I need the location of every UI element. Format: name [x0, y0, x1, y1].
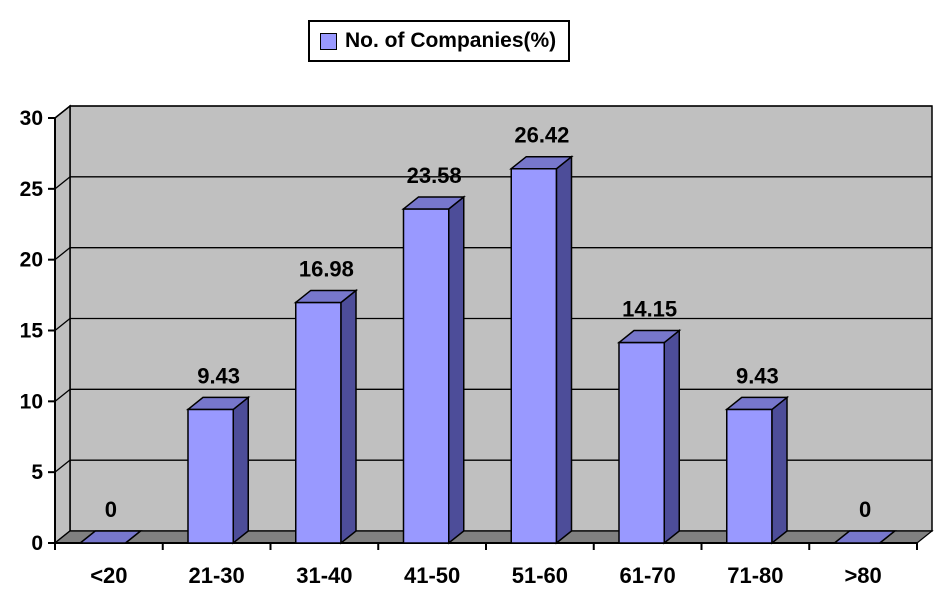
- data-label: 26.42: [514, 123, 569, 148]
- y-tick-label: 30: [20, 107, 43, 130]
- bar-side: [232, 395, 250, 545]
- bar-side: [771, 395, 788, 545]
- bar-side: [555, 155, 573, 545]
- legend-swatch: [320, 32, 337, 50]
- y-tick-label: 15: [20, 320, 44, 343]
- data-label: 23.58: [407, 163, 462, 188]
- bar-top: [509, 155, 574, 170]
- bar-top: [293, 289, 359, 304]
- x-tick-label: <20: [90, 563, 127, 588]
- legend: No. of Companies(%): [308, 20, 571, 62]
- y-tick-label: 5: [31, 461, 43, 484]
- gridline-side: [54, 105, 71, 119]
- x-tick-label: 41-50: [404, 563, 460, 588]
- legend-label: No. of Companies(%): [345, 29, 557, 52]
- data-label: 0: [105, 497, 117, 522]
- data-label: 14.15: [622, 297, 677, 322]
- bar-top: [401, 196, 466, 210]
- x-tick-label: >80: [844, 563, 881, 588]
- floor: [53, 530, 934, 544]
- gridline-side: [54, 247, 71, 261]
- bar-top: [185, 396, 251, 411]
- y-tick-label: 25: [20, 178, 44, 201]
- bar: [294, 301, 342, 544]
- y-tick-label: 0: [31, 532, 43, 555]
- x-tick-label: 71-80: [727, 563, 783, 588]
- bar: [187, 408, 235, 544]
- bar: [402, 208, 450, 544]
- bar-top: [78, 530, 143, 544]
- bar-top: [724, 396, 790, 411]
- bar-top: [616, 329, 682, 344]
- data-label: 16.98: [299, 256, 354, 281]
- bar-side: [340, 288, 357, 545]
- bar: [618, 341, 666, 544]
- bar-side: [448, 195, 465, 545]
- gridline-side: [54, 388, 71, 402]
- bar: [725, 408, 773, 544]
- x-tick-label: 21-30: [188, 563, 244, 588]
- gridline-side: [54, 459, 71, 473]
- x-tick-label: 31-40: [296, 563, 352, 588]
- data-label: 9.43: [736, 363, 779, 388]
- bar: [510, 167, 558, 544]
- x-tick-label: 61-70: [619, 563, 675, 588]
- x-tick-label: 51-60: [512, 563, 568, 588]
- bar-side: [663, 328, 681, 545]
- gridline-side: [54, 176, 71, 190]
- data-label: 9.43: [197, 363, 240, 388]
- bar-top: [832, 530, 897, 544]
- data-label: 0: [859, 497, 871, 522]
- y-tick-label: 10: [20, 390, 43, 413]
- gridline-side: [54, 317, 71, 332]
- y-tick-label: 20: [20, 249, 43, 272]
